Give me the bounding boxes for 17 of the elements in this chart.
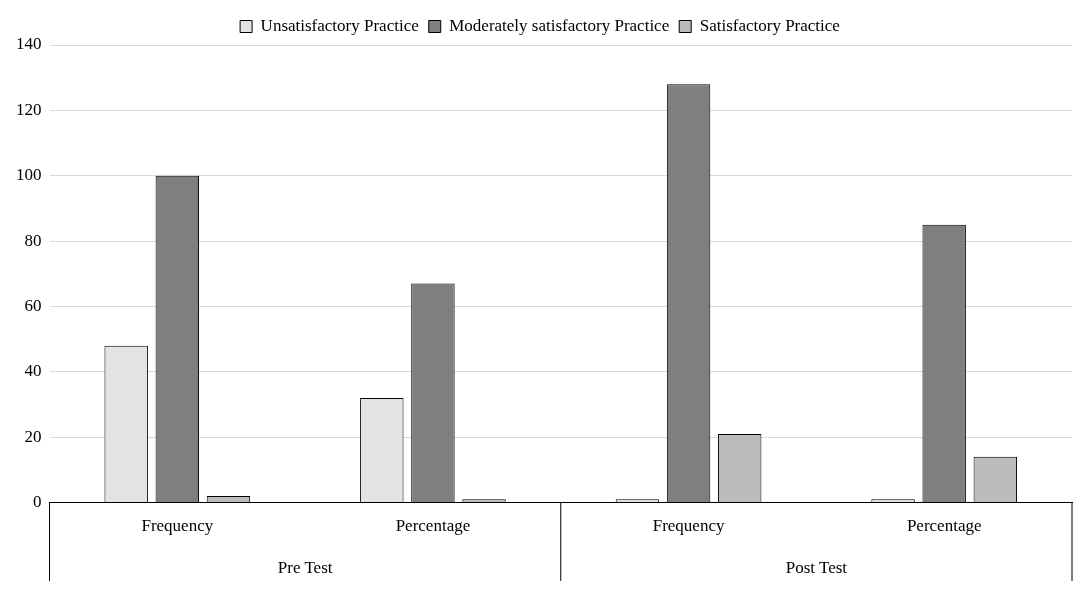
x-tick-label: Percentage <box>395 516 471 536</box>
y-tick-label: 140 <box>16 34 42 54</box>
y-tick-label: 0 <box>33 492 42 512</box>
y-tick-label: 80 <box>24 230 42 250</box>
x-tick-label: Percentage <box>906 516 982 536</box>
legend-label: Satisfactory Practice <box>699 15 840 35</box>
text: Pre Test <box>277 558 333 578</box>
y-tick-label: 40 <box>24 361 42 381</box>
legend-label: Moderately satisfactory Practice <box>449 15 670 35</box>
text: Post Test <box>785 558 848 578</box>
x-tick-label: Frequency <box>652 516 725 536</box>
legend-label: Unsatisfactory Practice <box>260 15 419 35</box>
x-tick-label: Frequency <box>141 516 214 536</box>
y-tick-label: 60 <box>24 295 42 315</box>
y-tick-label: 120 <box>16 99 42 119</box>
y-tick-label: 100 <box>16 165 42 185</box>
y-tick-label: 20 <box>24 426 42 446</box>
